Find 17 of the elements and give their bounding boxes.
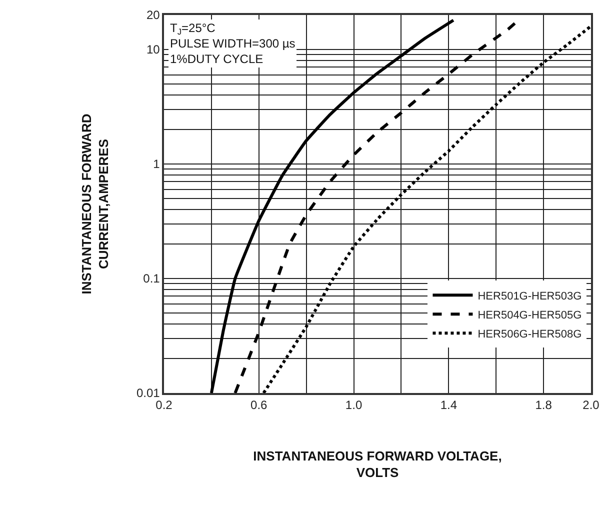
y-tick-label: 0.1 [143,272,160,286]
y-tick-label: 10 [146,42,160,57]
x-tick-label: 1.4 [440,398,458,412]
x-tick-label: 2.0 [582,398,600,412]
legend-label: HER506G-HER508G [478,328,582,340]
legend-label: HER501G-HER503G [478,290,582,302]
y-tick-label: 0.01 [136,386,160,400]
y-tick-label: 1 [153,157,160,172]
y-tick-label: 20 [146,8,160,22]
x-tick-label: 1.8 [535,398,552,412]
annotation: T$_{J}$=25°C PULSE WIDTH=300 µs 1%DUTY CYCLE [170,21,296,66]
y-axis-title: INSTANTANEOUS FORWARD CURRENT,AMPERES [79,114,111,294]
x-tick-label: 1.0 [345,398,362,412]
legend-label: HER504G-HER505G [478,309,582,322]
x-tick-label: 0.6 [250,398,268,412]
x-tick-label: 0.2 [156,398,173,412]
x-axis-title: INSTANTANEOUS FORWARD VOLTAGE, VOLTS [253,448,502,480]
